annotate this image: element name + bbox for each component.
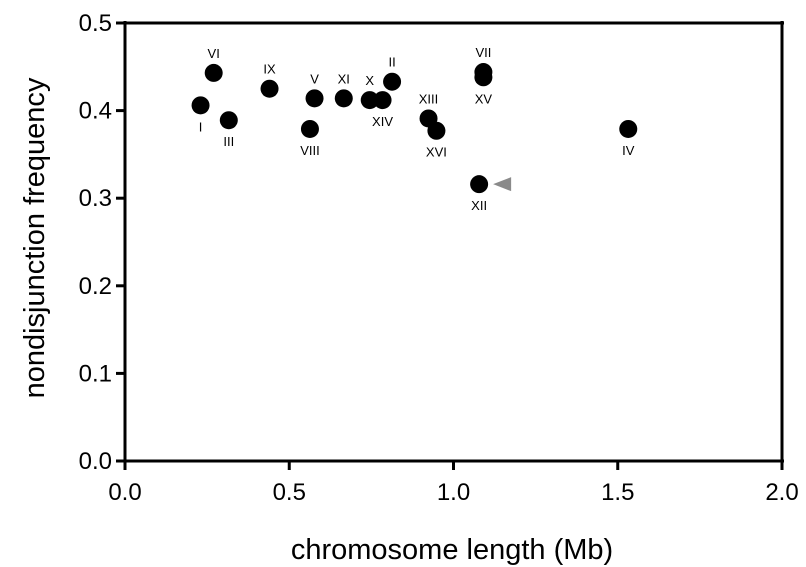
- x-tick-label: 2.0: [765, 479, 798, 506]
- point-label: VIII: [300, 143, 320, 158]
- y-tick-label: 0.0: [79, 448, 112, 475]
- data-point: [191, 96, 210, 115]
- x-tick-label: 0.0: [108, 479, 141, 506]
- data-point: [383, 72, 402, 91]
- point-label: IX: [263, 62, 276, 77]
- data-point: [470, 175, 489, 194]
- data-point: [427, 121, 446, 140]
- y-tick-label: 0.3: [79, 185, 112, 212]
- point-label: VII: [475, 45, 491, 60]
- y-tick-label: 0.1: [79, 360, 112, 387]
- point-label: I: [199, 119, 203, 134]
- data-point: [334, 89, 353, 108]
- data-point: [305, 89, 324, 108]
- point-label: XI: [338, 71, 350, 86]
- x-tick-label: 1.0: [437, 479, 470, 506]
- axes: [123, 21, 784, 463]
- data-point: [360, 91, 379, 110]
- point-label: II: [388, 55, 395, 70]
- data-point: [619, 119, 638, 138]
- axis-ticks: 0.0 0.1 0.2 0.3 0.4 0.5 0.0 0.5 1.0 1.5 2.0: [79, 10, 799, 506]
- y-tick-label: 0.2: [79, 273, 112, 300]
- point-label: III: [223, 134, 234, 149]
- x-tick-label: 0.5: [273, 479, 306, 506]
- arrowhead-marker-icon: [493, 177, 512, 192]
- point-label: XVI: [426, 145, 447, 160]
- data-point: [300, 119, 319, 138]
- point-label: XIII: [419, 91, 439, 106]
- data-point: [474, 68, 493, 87]
- x-tick-label: 1.5: [601, 479, 634, 506]
- data-point: [373, 91, 392, 110]
- point-label: V: [310, 71, 319, 86]
- point-label: IV: [622, 143, 635, 158]
- y-tick-label: 0.5: [79, 10, 112, 37]
- point-label: XIV: [372, 114, 393, 129]
- data-point: [204, 63, 223, 82]
- data-point: [219, 111, 238, 130]
- data-points: I VI III IX VIII V XI X XIV II XIII XVI XII VII XV IV: [191, 45, 638, 213]
- point-label: XII: [471, 198, 487, 213]
- x-axis-title: chromosome length (Mb): [291, 534, 613, 566]
- point-label: X: [365, 73, 374, 88]
- y-tick-label: 0.4: [79, 98, 112, 125]
- data-point: [260, 79, 279, 98]
- point-label: XV: [475, 91, 493, 106]
- point-label: VI: [208, 46, 220, 61]
- y-axis-title: nondisjunction frequency: [19, 77, 51, 398]
